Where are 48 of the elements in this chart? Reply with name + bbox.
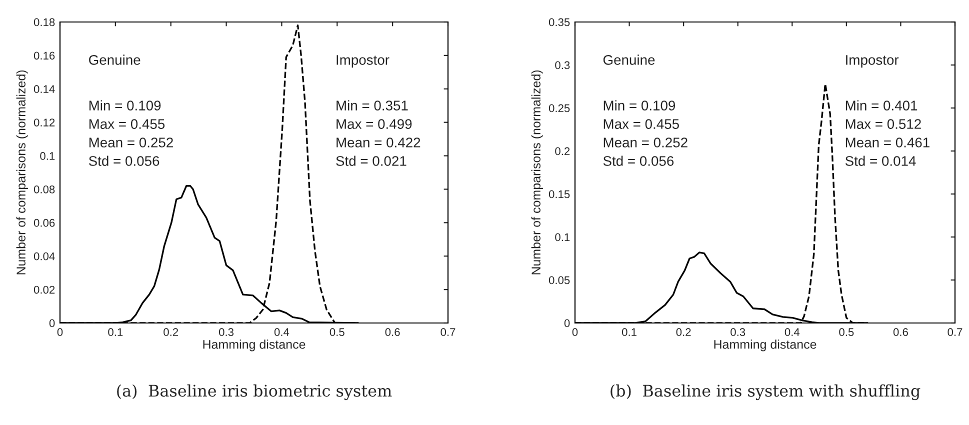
y-tick-label: 0.18 bbox=[34, 18, 55, 26]
x-tick-label: 0.7 bbox=[440, 328, 456, 336]
x-tick-label: 0.5 bbox=[839, 328, 854, 336]
x-tick-label: 0.4 bbox=[274, 328, 290, 336]
y-tick-label: 0.3 bbox=[555, 61, 570, 70]
annotation: Impostor bbox=[336, 55, 390, 68]
text: (b) Baseline iris system with shuffling bbox=[610, 384, 920, 400]
y-tick-label: 0.1 bbox=[555, 233, 570, 242]
y-tick-label: 0.05 bbox=[548, 276, 570, 284]
y-tick-label: 0 bbox=[564, 319, 570, 328]
y-tick-label: 0.02 bbox=[34, 286, 55, 294]
x-tick-label: 0.3 bbox=[730, 328, 746, 336]
x-tick-label: 0.7 bbox=[948, 328, 962, 336]
annotation: Min = 0.109 Max = 0.455 Mean = 0.252 Std = 0.056 bbox=[88, 100, 173, 166]
text: (a) Baseline iris biometric system bbox=[117, 384, 392, 400]
annotation: Min = 0.109 Max = 0.455 Mean = 0.252 Std = 0.056 bbox=[603, 100, 688, 166]
y-tick-label: 0.15 bbox=[548, 190, 570, 198]
y-tick-label: 0.08 bbox=[34, 185, 55, 194]
annotation: Min = 0.351 Max = 0.499 Mean = 0.422 Std = 0.021 bbox=[336, 100, 420, 166]
x-tick-label: 0 bbox=[57, 328, 63, 336]
x-tick-label: 0 bbox=[572, 328, 578, 336]
y-tick-label: 0.06 bbox=[34, 218, 55, 227]
x-tick-label: 0.3 bbox=[219, 328, 234, 336]
y-tick-label: 0.04 bbox=[34, 252, 55, 260]
x-axis-title: Hamming distance bbox=[714, 340, 816, 352]
y-axis-title: Number of comparisons (normalized) bbox=[16, 70, 28, 274]
x-tick-label: 0.1 bbox=[108, 328, 123, 336]
annotation: Genuine bbox=[603, 54, 655, 65]
x-tick-label: 0.6 bbox=[893, 328, 908, 336]
x-tick-label: 0.1 bbox=[622, 328, 636, 336]
y-tick-label: 0 bbox=[49, 319, 55, 328]
x-tick-label: 0.6 bbox=[385, 328, 400, 336]
y-tick-label: 0.14 bbox=[34, 85, 55, 94]
y-axis-title: Number of comparisons (normalized) bbox=[531, 70, 543, 274]
x-tick-label: 0.4 bbox=[784, 328, 800, 336]
y-tick-label: 0.25 bbox=[548, 104, 570, 112]
y-tick-label: 0.2 bbox=[555, 147, 570, 156]
x-tick-label: 0.5 bbox=[330, 328, 344, 336]
y-tick-label: 0.35 bbox=[548, 18, 570, 26]
annotation: Genuine bbox=[89, 54, 140, 65]
y-tick-label: 0.16 bbox=[34, 52, 55, 60]
x-axis-title: Hamming distance bbox=[203, 340, 306, 352]
y-tick-label: 0.12 bbox=[34, 118, 55, 126]
x-tick-label: 0.2 bbox=[676, 328, 691, 336]
x-tick-label: 0.2 bbox=[164, 328, 178, 336]
y-tick-label: 0.1 bbox=[40, 152, 55, 160]
annotation: Impostor bbox=[846, 55, 899, 68]
annotation: Min = 0.401 Max = 0.512 Mean = 0.461 Std = 0.014 bbox=[845, 100, 930, 166]
